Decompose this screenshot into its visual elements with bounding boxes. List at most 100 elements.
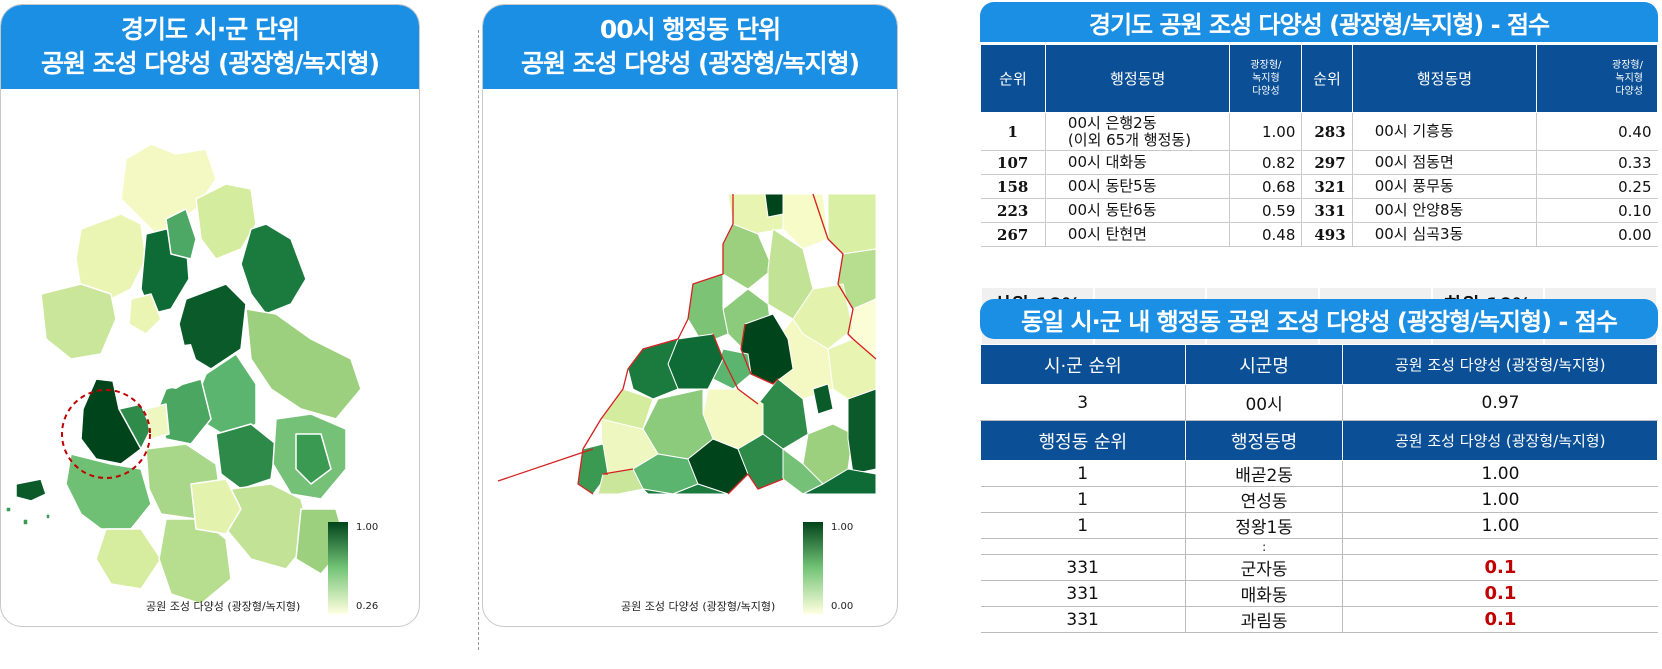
region-coast-dots <box>5 506 51 526</box>
region-coast-small <box>15 478 47 502</box>
score-cell-2: 0.10 <box>1536 198 1658 223</box>
region-center-east <box>245 308 362 420</box>
rank-cell: 158 <box>980 174 1046 199</box>
header-score-l2: 녹지형 <box>1252 73 1280 84</box>
header-district-score: 공원 조성 다양성 (광장형/녹지형) <box>1342 420 1658 461</box>
name-cell: 00시 동탄5동 <box>1044 174 1230 199</box>
table-row: 331 매화동 0.1 <box>980 580 1658 607</box>
district-score: 1.00 <box>1342 486 1658 513</box>
header-city-rank: 시·군 순위 <box>980 344 1186 385</box>
region-west-small <box>128 293 162 335</box>
score-cell: 0.82 <box>1229 150 1302 175</box>
table-row: 1 00시 은행2동 (이외 65개 행정동) 1.00 283 00시 기흥동… <box>980 112 1658 151</box>
district-legend-max: 1.00 <box>831 522 854 533</box>
district-map-title: 00시 행정동 단위 공원 조성 다양성 (광장형/녹지형) <box>483 5 897 89</box>
coast-line <box>497 448 594 482</box>
province-map-panel: 경기도 시·군 단위 공원 조성 다양성 (광장형/녹지형) <box>0 4 420 627</box>
name-cell-2: 00시 안양8동 <box>1351 198 1537 223</box>
header-city-score: 공원 조성 다양성 (광장형/녹지형) <box>1342 344 1658 385</box>
rank-cell-2: 331 <box>1301 198 1353 223</box>
province-choropleth-map <box>5 143 362 605</box>
district-rank: 331 <box>980 554 1186 581</box>
region-green-n1 <box>165 208 197 260</box>
city-boundary <box>577 193 877 495</box>
region-southeast-dark <box>295 433 332 485</box>
district-name: 배곧2동 <box>1184 460 1343 487</box>
header-name: 행정동명 <box>1044 44 1231 113</box>
province-legend-caption: 공원 조성 다양성 (광장형/녹지형) <box>146 600 301 613</box>
name-cell: 00시 동탄6동 <box>1044 198 1230 223</box>
district-name: 연성동 <box>1184 486 1343 513</box>
district-map-title-line1: 00시 행정동 단위 <box>599 15 781 44</box>
district-choropleth-map <box>497 193 877 495</box>
district-legend-caption: 공원 조성 다양성 (광장형/녹지형) <box>621 600 776 613</box>
city-table-banner: 동일 시·군 내 행정동 공원 조성 다양성 (광장형/녹지형) - 점수 <box>980 299 1658 339</box>
table-row: 267 00시 탄현면 0.48 493 00시 심곡3동 0.00 <box>980 222 1658 247</box>
region-seoul-gap <box>151 344 201 389</box>
province-map-title-line2: 공원 조성 다양성 (광장형/녹지형) <box>40 49 380 78</box>
header-score-2: 광장형/ 녹지형 다양성 <box>1536 44 1658 113</box>
rank-cell: 107 <box>980 150 1046 175</box>
province-legend-max: 1.00 <box>356 522 379 533</box>
region-southwest <box>65 453 152 530</box>
header-rank-2: 순위 <box>1301 44 1353 113</box>
district-rank: 331 <box>980 580 1186 607</box>
district-rank: 331 <box>980 606 1186 633</box>
score-table-banner: 경기도 공원 조성 다양성 (광장형/녹지형) - 점수 <box>980 2 1658 42</box>
table-row: 223 00시 동탄6동 0.59 331 00시 안양8동 0.10 <box>980 198 1658 223</box>
district-map-title-line2: 공원 조성 다양성 (광장형/녹지형) <box>520 49 860 78</box>
rank-cell: 267 <box>980 222 1046 247</box>
score-cell: 0.48 <box>1229 222 1302 247</box>
name-cell-2: 00시 점동면 <box>1351 150 1537 175</box>
district-name: 매화동 <box>1184 580 1343 607</box>
district-rank: 1 <box>980 512 1186 539</box>
ellipsis-blank <box>980 538 1186 555</box>
score-cell-2: 0.25 <box>1536 174 1658 199</box>
region-north-west <box>75 213 147 305</box>
city-name: 00시 <box>1184 384 1343 421</box>
ellipsis: : <box>1184 538 1343 555</box>
header-score-l1: 광장형/ <box>1250 60 1282 71</box>
name-line1: 00시 은행2동 <box>1067 113 1157 132</box>
city-row: 3 00시 0.97 <box>980 384 1658 421</box>
region-west <box>40 283 117 360</box>
table-row: 331 과림동 0.1 <box>980 606 1658 633</box>
table-row: 158 00시 동탄5동 0.68 321 00시 풍무동 0.25 <box>980 174 1658 199</box>
header-score-2-l2: 녹지형 <box>1615 73 1643 84</box>
header-score: 광장형/ 녹지형 다양성 <box>1229 44 1303 113</box>
name-cell: 00시 대화동 <box>1044 150 1230 175</box>
header-district-name: 행정동명 <box>1184 420 1344 461</box>
region-highlight-dark <box>80 378 142 465</box>
province-map-title: 경기도 시·군 단위 공원 조성 다양성 (광장형/녹지형) <box>1 5 419 89</box>
table-row: 1 정왕1동 1.00 <box>980 512 1658 539</box>
rank-cell: 223 <box>980 198 1046 223</box>
score-table-header: 순위 행정동명 광장형/ 녹지형 다양성 순위 행정동명 광장형/ 녹지형 다양… <box>980 44 1658 113</box>
rank-cell-2: 493 <box>1301 222 1353 247</box>
district-table-header: 행정동 순위 행정동명 공원 조성 다양성 (광장형/녹지형) <box>980 420 1658 461</box>
district-rank: 1 <box>980 486 1186 513</box>
province-legend-min: 0.26 <box>356 601 379 612</box>
rank-cell-2: 283 <box>1301 112 1353 151</box>
name-cell: 00시 은행2동 (이외 65개 행정동) <box>1044 112 1230 151</box>
district-rank: 1 <box>980 460 1186 487</box>
city-rank: 3 <box>980 384 1186 421</box>
district-score: 0.1 <box>1342 606 1658 633</box>
table-row: 1 배곧2동 1.00 <box>980 460 1658 487</box>
district-map-panel: 00시 행정동 단위 공원 조성 다양성 (광장형/녹지형) <box>482 4 898 627</box>
header-score-2-l3: 다양성 <box>1615 86 1643 97</box>
name-cell-2: 00시 심곡3동 <box>1351 222 1537 247</box>
district-score: 1.00 <box>1342 512 1658 539</box>
table-row: 1 연성동 1.00 <box>980 486 1658 513</box>
name-cell-2: 00시 기흥동 <box>1351 112 1537 151</box>
name-cell-2: 00시 풍무동 <box>1351 174 1537 199</box>
district-score: 0.1 <box>1342 554 1658 581</box>
district-name: 군자동 <box>1184 554 1343 581</box>
score-tables-area: 경기도 공원 조성 다양성 (광장형/녹지형) - 점수 순위 행정동명 광장형… <box>980 0 1660 669</box>
header-rank: 순위 <box>980 44 1046 113</box>
district-score: 1.00 <box>1342 460 1658 487</box>
table-row: 107 00시 대화동 0.82 297 00시 점동면 0.33 <box>980 150 1658 175</box>
province-map-title-line1: 경기도 시·군 단위 <box>121 15 300 44</box>
header-score-l3: 다양성 <box>1252 86 1280 97</box>
district-score: 0.1 <box>1342 580 1658 607</box>
header-name-2: 행정동명 <box>1351 44 1538 113</box>
